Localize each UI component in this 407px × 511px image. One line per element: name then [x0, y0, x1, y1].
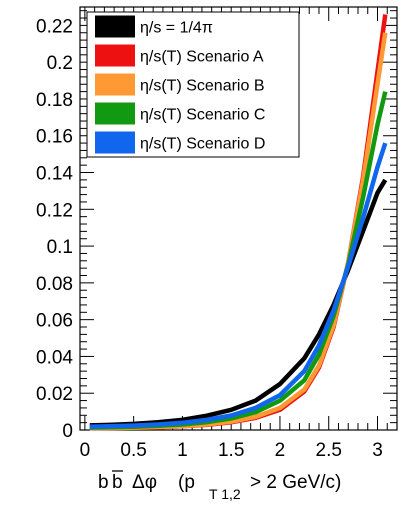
y-tick-label: 0	[62, 421, 73, 442]
y-tick-label: 0.06	[36, 311, 73, 332]
x-tick-label: 1	[177, 440, 188, 461]
x-axis-title-open: (p	[178, 472, 195, 493]
y-tick-label: 0.18	[36, 90, 73, 111]
y-tick-label: 0.04	[36, 347, 73, 368]
legend-swatch	[95, 102, 135, 125]
x-axis-title-b2: b	[112, 472, 123, 493]
y-tick-label: 0.08	[36, 274, 73, 295]
legend-label: η/s(T) Scenario B	[140, 78, 264, 95]
y-tick-label: 0.02	[36, 384, 73, 405]
x-tick-label: 0	[80, 440, 91, 461]
x-axis-title-subscript: T 1,2	[209, 486, 241, 502]
legend-swatch	[95, 44, 135, 67]
legend-label: η/s = 1/4π	[140, 20, 213, 37]
x-tick-label: 1.5	[218, 440, 244, 461]
y-tick-label: 0.12	[36, 200, 73, 221]
legend-label: η/s(T) Scenario A	[140, 49, 264, 66]
series-line-e	[89, 142, 388, 429]
x-tick-label: 0.5	[120, 440, 146, 461]
legend-label: η/s(T) Scenario D	[140, 136, 265, 153]
series-lines	[89, 14, 388, 431]
x-tick-label: 2.5	[316, 440, 342, 461]
legend-label: η/s(T) Scenario C	[140, 107, 265, 124]
y-tick-label: 0.1	[47, 237, 73, 258]
y-tick-label: 0.16	[36, 127, 73, 148]
x-axis-title-b1: b	[98, 472, 109, 493]
x-tick-label: 2	[275, 440, 286, 461]
y-tick-label: 0.22	[36, 16, 73, 37]
legend-swatch	[95, 15, 135, 38]
x-tick-label: 3	[372, 440, 383, 461]
legend-swatch	[95, 131, 135, 154]
y-tick-label: 0.2	[47, 53, 73, 74]
legend-swatch	[95, 73, 135, 96]
plot-frame	[79, 6, 398, 431]
legend: η/s = 1/4π η/s(T) Scenario A η/s(T) Scenar…	[86, 11, 300, 158]
x-axis-title-close: > 2 GeV/c)	[250, 472, 341, 493]
x-axis-title-dphi: Δφ	[132, 472, 157, 493]
y-tick-label: 0.14	[36, 164, 73, 185]
x-axis-title: b b Δφ (p T 1,2 > 2 GeV/c)	[98, 470, 341, 502]
